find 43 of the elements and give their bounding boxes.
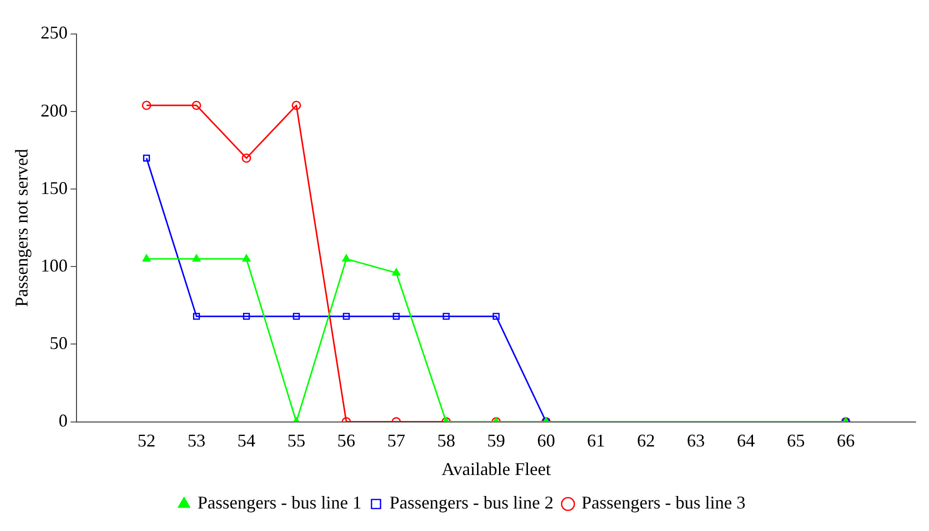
x-axis-title: Available Fleet [442, 458, 551, 479]
x-tick-label: 65 [786, 430, 805, 450]
point [192, 254, 201, 262]
x-tick-label: 56 [337, 430, 356, 450]
point [142, 100, 152, 110]
point [392, 268, 400, 276]
x-tick-label: 58 [437, 430, 456, 450]
y-tick-label: 100 [40, 255, 68, 276]
point [192, 100, 202, 110]
legend-label: Passengers - bus line 1 [198, 492, 362, 513]
point [442, 312, 450, 320]
y-tick-label: 150 [40, 178, 68, 198]
point [242, 153, 252, 163]
x-tick-label: 63 [686, 430, 705, 450]
point [242, 312, 250, 320]
point [242, 254, 251, 262]
x-tick-label: 66 [836, 430, 855, 450]
x-tick-label: 52 [138, 430, 156, 450]
x-tick-label: 62 [636, 430, 655, 450]
y-tick-label: 50 [50, 332, 68, 353]
point [292, 312, 300, 320]
x-tick-label: 55 [287, 430, 306, 450]
point [492, 312, 500, 320]
point [143, 154, 150, 162]
x-tick-label: 59 [487, 430, 506, 450]
x-tick-label: 53 [187, 430, 206, 450]
legend-label: Passengers - bus line 2 [390, 492, 554, 513]
y-tick-label: 0 [58, 410, 68, 431]
x-tick-label: 54 [237, 430, 256, 450]
x-tick-label: 60 [537, 430, 556, 450]
point [192, 312, 200, 320]
y-tick-label: 200 [40, 100, 68, 120]
y-axis-title: Passengers not served [12, 148, 32, 307]
legend-label: Passengers - bus line 3 [581, 492, 746, 513]
x-tick-label: 64 [736, 430, 755, 450]
point [342, 312, 350, 320]
point [142, 254, 151, 262]
y-tick-label: 250 [40, 22, 68, 43]
x-tick-label: 61 [587, 430, 606, 450]
x-tick-label: 57 [387, 430, 406, 450]
point [342, 254, 350, 262]
point [392, 312, 400, 320]
point [292, 100, 302, 110]
